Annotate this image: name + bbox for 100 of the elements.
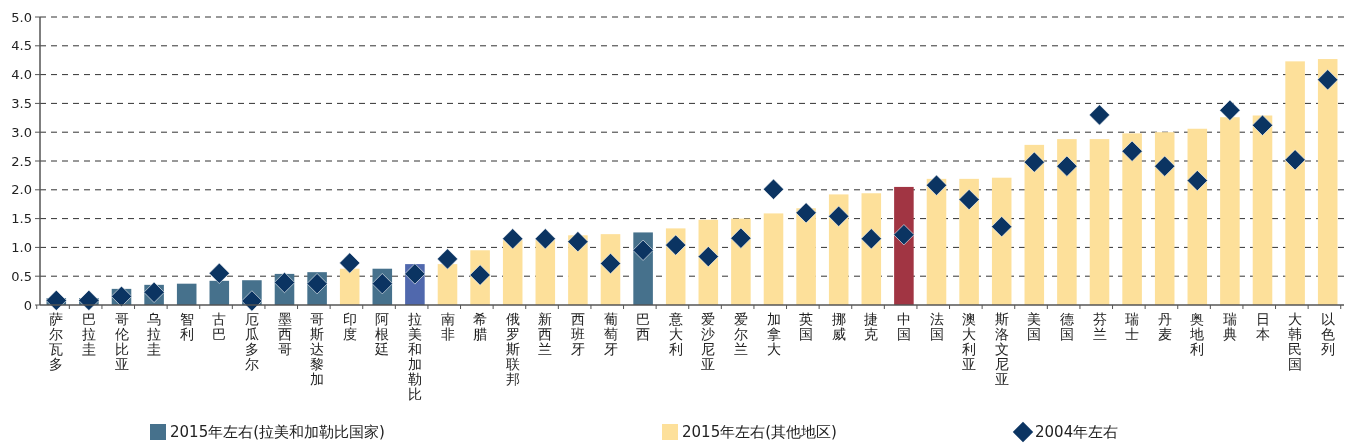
x-tick-label: 奥地利 [1189, 311, 1205, 357]
bar [1057, 139, 1077, 305]
x-tick-label: 印度 [342, 311, 357, 342]
y-tick-label: 2.0 [11, 182, 32, 198]
x-tick-label: 阿根廷 [374, 311, 390, 357]
x-tick-label: 南非 [440, 311, 455, 342]
x-tick-label: 意大利 [667, 311, 683, 357]
y-tick-label: 0 [23, 297, 32, 313]
x-tick-label: 捷克 [864, 311, 879, 342]
bar [894, 186, 914, 305]
point [404, 263, 426, 285]
y-tick-label: 1.0 [11, 239, 32, 255]
x-tick-label: 西班牙 [570, 311, 585, 357]
legend-label: 2015年左右(其他地区) [682, 423, 837, 441]
x-tick-label: 智利 [179, 311, 194, 342]
point [1121, 140, 1143, 162]
point [567, 231, 589, 253]
x-tick-label: 巴西 [636, 311, 651, 342]
x-tick-label: 萨尔瓦多 [49, 311, 64, 372]
point [371, 273, 393, 295]
bar [1154, 132, 1175, 305]
point [1219, 99, 1241, 121]
point [78, 289, 100, 311]
point [958, 189, 980, 211]
point [730, 227, 752, 249]
x-tick-label: 挪威 [831, 311, 846, 342]
point [502, 228, 524, 250]
x-tick-label: 瑞典 [1222, 311, 1237, 342]
point [599, 253, 622, 275]
x-tick-label: 澳大利亚 [962, 311, 977, 372]
point [1251, 114, 1274, 136]
x-tick-label: 法国 [929, 311, 944, 342]
y-tick-label: 4.0 [11, 67, 32, 83]
x-tick-label: 芬兰 [1092, 311, 1107, 342]
point [1056, 155, 1078, 177]
x-tick-label: 古巴 [212, 311, 227, 342]
point [697, 246, 719, 268]
y-tick-label: 1.5 [11, 211, 32, 227]
y-tick-label: 3.0 [11, 124, 32, 140]
point [469, 264, 491, 286]
point [632, 239, 654, 261]
x-tick-label: 希腊 [473, 311, 488, 342]
point [1284, 149, 1306, 171]
x-tick-label: 加拿大 [766, 311, 781, 357]
bar [1089, 139, 1110, 305]
x-tick-label: 爱尔兰 [733, 311, 748, 357]
point [1088, 104, 1111, 126]
x-tick-label: 俄罗斯联邦 [505, 311, 520, 387]
bar [1317, 59, 1338, 305]
point [665, 234, 687, 256]
point [1186, 170, 1208, 192]
bar [1220, 117, 1240, 305]
x-tick-label: 新西兰 [538, 311, 553, 357]
x-tick-label: 英国 [799, 311, 814, 342]
x-tick-label: 厄瓜多尔 [244, 311, 259, 372]
x-tick-label: 斯洛文尼亚 [994, 311, 1009, 387]
x-tick-label: 德国 [1059, 311, 1074, 342]
point [1317, 69, 1339, 91]
bar [1285, 61, 1305, 305]
x-tick-label: 哥斯达黎加 [310, 311, 325, 387]
x-tick-label: 拉美和加勒比 [407, 311, 422, 402]
bar [763, 213, 784, 305]
x-tick-label: 丹麦 [1157, 311, 1172, 342]
bar [1252, 115, 1273, 305]
y-tick-label: 3.5 [11, 95, 32, 111]
bar [1122, 133, 1142, 305]
bar [959, 178, 979, 305]
bar [209, 280, 230, 305]
legend-label: 2015年左右(拉美和加勒比国家) [170, 423, 385, 441]
legend-label: 2004年左右 [1035, 423, 1119, 441]
point [762, 178, 785, 200]
point [1023, 151, 1045, 173]
x-tick-label: 巴拉圭 [81, 311, 96, 357]
point [339, 252, 361, 274]
y-tick-label: 0.5 [11, 268, 32, 284]
x-tick-label: 爱沙尼亚 [701, 311, 716, 372]
bar [437, 264, 458, 305]
x-tick-label: 日本 [1255, 311, 1270, 342]
bar [339, 268, 360, 305]
point [925, 174, 948, 196]
point [306, 273, 328, 295]
point [893, 224, 915, 246]
point [991, 216, 1013, 238]
point [534, 228, 556, 250]
point [436, 248, 459, 270]
x-tick-label: 大韩民国 [1288, 311, 1303, 372]
bar [176, 283, 197, 305]
x-tick-label: 乌拉圭 [147, 311, 162, 357]
x-tick-label: 墨西哥 [277, 311, 292, 357]
x-tick-label: 以色列 [1320, 311, 1335, 357]
y-tick-label: 5.0 [11, 9, 32, 25]
point [241, 290, 263, 312]
x-tick-label: 瑞士 [1125, 311, 1140, 342]
x-tick-label: 美国 [1027, 311, 1042, 342]
x-tick-label: 中国 [896, 311, 911, 342]
point [860, 228, 882, 250]
point [45, 289, 67, 311]
y-tick-label: 2.5 [11, 153, 32, 169]
y-tick-label: 4.5 [11, 38, 32, 54]
x-tick-label: 哥伦比亚 [114, 311, 129, 372]
